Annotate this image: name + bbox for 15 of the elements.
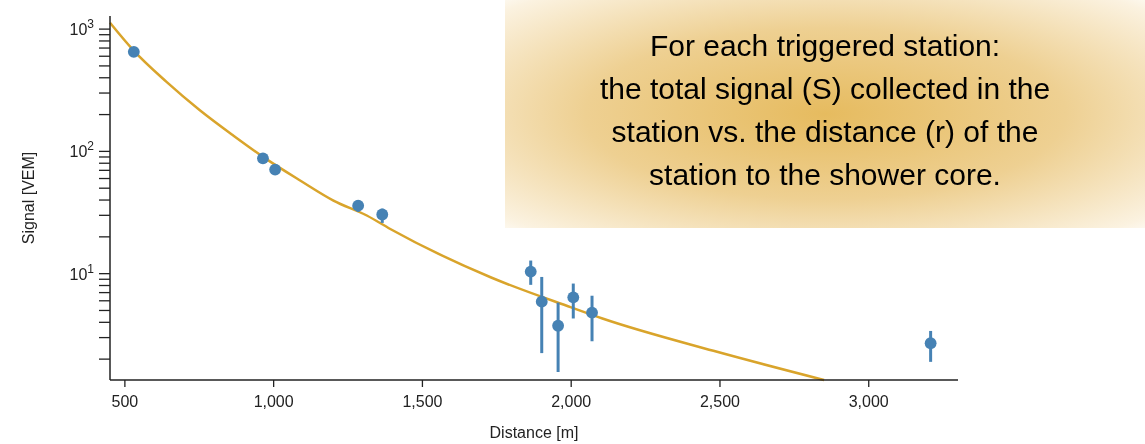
x-tick-label: 500 [111,393,139,410]
x-axis-title: Distance [m] [489,424,579,441]
y-axis-title: Signal [VEM] [20,151,37,245]
y-tick-label: 10$^{3}$ [69,17,95,39]
y-tick-label: 10$^{1}$ [69,261,95,283]
x-tick-label: 2,500 [699,393,741,410]
x-tick-label: 1,000 [253,393,294,410]
annotation: the total signal (S) collected in the [599,72,1051,105]
x-tick-label: 2,000 [551,393,592,410]
annotation: station to the shower core. [649,158,1001,191]
y-tick-label: 10$^{2}$ [69,139,95,161]
x-tick-label: 1,500 [402,393,443,410]
annotation: station vs. the distance (r) of the [611,115,1039,148]
annotation: For each triggered station: [649,29,1001,62]
x-tick-label: 3,000 [848,393,889,410]
